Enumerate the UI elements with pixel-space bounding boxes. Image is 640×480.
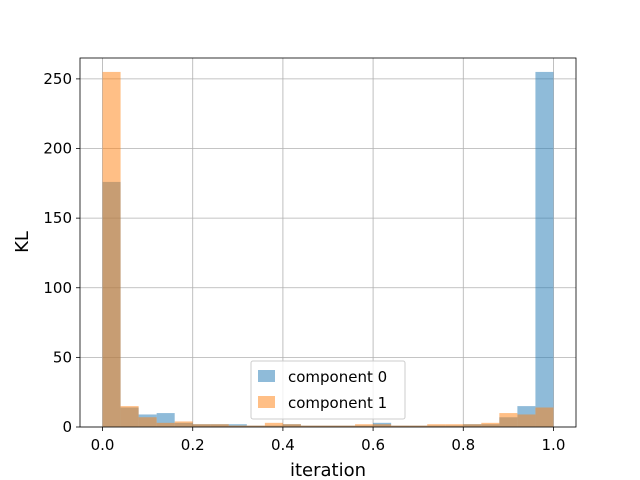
bar-component-1-bin-6 [210, 424, 229, 427]
legend-swatch-component-1 [258, 396, 275, 408]
bar-component-1-bin-12 [318, 425, 338, 427]
y-tick-label: 150 [43, 209, 72, 227]
grid [80, 58, 576, 428]
bar-component-1-bin-3 [156, 422, 175, 427]
x-tick-label: 0.6 [361, 436, 385, 454]
x-tick-label: 0.8 [451, 436, 475, 454]
bar-component-1-bin-11 [300, 425, 319, 427]
x-tick-label: 1.0 [542, 436, 566, 454]
bar-component-1-bin-1 [120, 406, 139, 427]
bar-component-1-bin-13 [337, 425, 356, 427]
bar-component-1-bin-7 [228, 425, 247, 427]
bar-component-1-bin-9 [264, 422, 283, 427]
legend-label-component-1: component 1 [288, 394, 387, 412]
bar-component-1-bin-0 [102, 71, 121, 427]
legend-box [250, 360, 406, 420]
bar-component-1-bin-15 [373, 424, 392, 427]
bar-component-1-bin-16 [391, 425, 410, 427]
bar-component-1-bin-10 [282, 424, 301, 427]
x-tick-label: 0.2 [181, 436, 205, 454]
x-tick-label: 0.4 [271, 436, 295, 454]
legend-swatch-component-0 [258, 370, 275, 382]
bar-component-1-bin-20 [463, 424, 482, 427]
plot-frame [79, 57, 577, 428]
bar-component-1-bin-18 [427, 424, 446, 427]
bar-component-0-bin-24 [535, 71, 554, 427]
legend-label-component-0: component 0 [288, 368, 387, 386]
x-axis-label: iteration [290, 460, 366, 480]
bar-component-1-bin-21 [481, 422, 500, 427]
bar-component-1-bin-2 [138, 417, 157, 427]
bars [102, 71, 554, 427]
bar-component-1-bin-14 [355, 424, 374, 427]
y-ticks: 0 50 100 150 200 250 [43, 70, 80, 436]
bar-component-1-bin-23 [517, 414, 536, 427]
bar-component-1-bin-17 [409, 425, 428, 427]
bar-component-1-bin-24 [535, 407, 554, 427]
bar-component-1-bin-4 [174, 421, 193, 427]
y-tick-label: 200 [43, 140, 72, 158]
y-tick-label: 50 [53, 348, 72, 366]
bar-component-1-bin-19 [445, 424, 464, 427]
y-tick-label: 0 [62, 418, 72, 436]
y-axis-label: KL [12, 231, 33, 253]
x-ticks: 0.0 0.2 0.4 0.6 0.8 1.0 [91, 427, 566, 454]
bar-component-1-bin-22 [499, 413, 518, 427]
y-tick-label: 250 [43, 70, 72, 88]
x-tick-label: 0.0 [91, 436, 115, 454]
bar-component-1-bin-8 [246, 425, 265, 427]
bar-component-1-bin-5 [192, 424, 211, 427]
legend: component 0 component 1 [250, 360, 406, 420]
y-tick-label: 100 [43, 279, 72, 297]
